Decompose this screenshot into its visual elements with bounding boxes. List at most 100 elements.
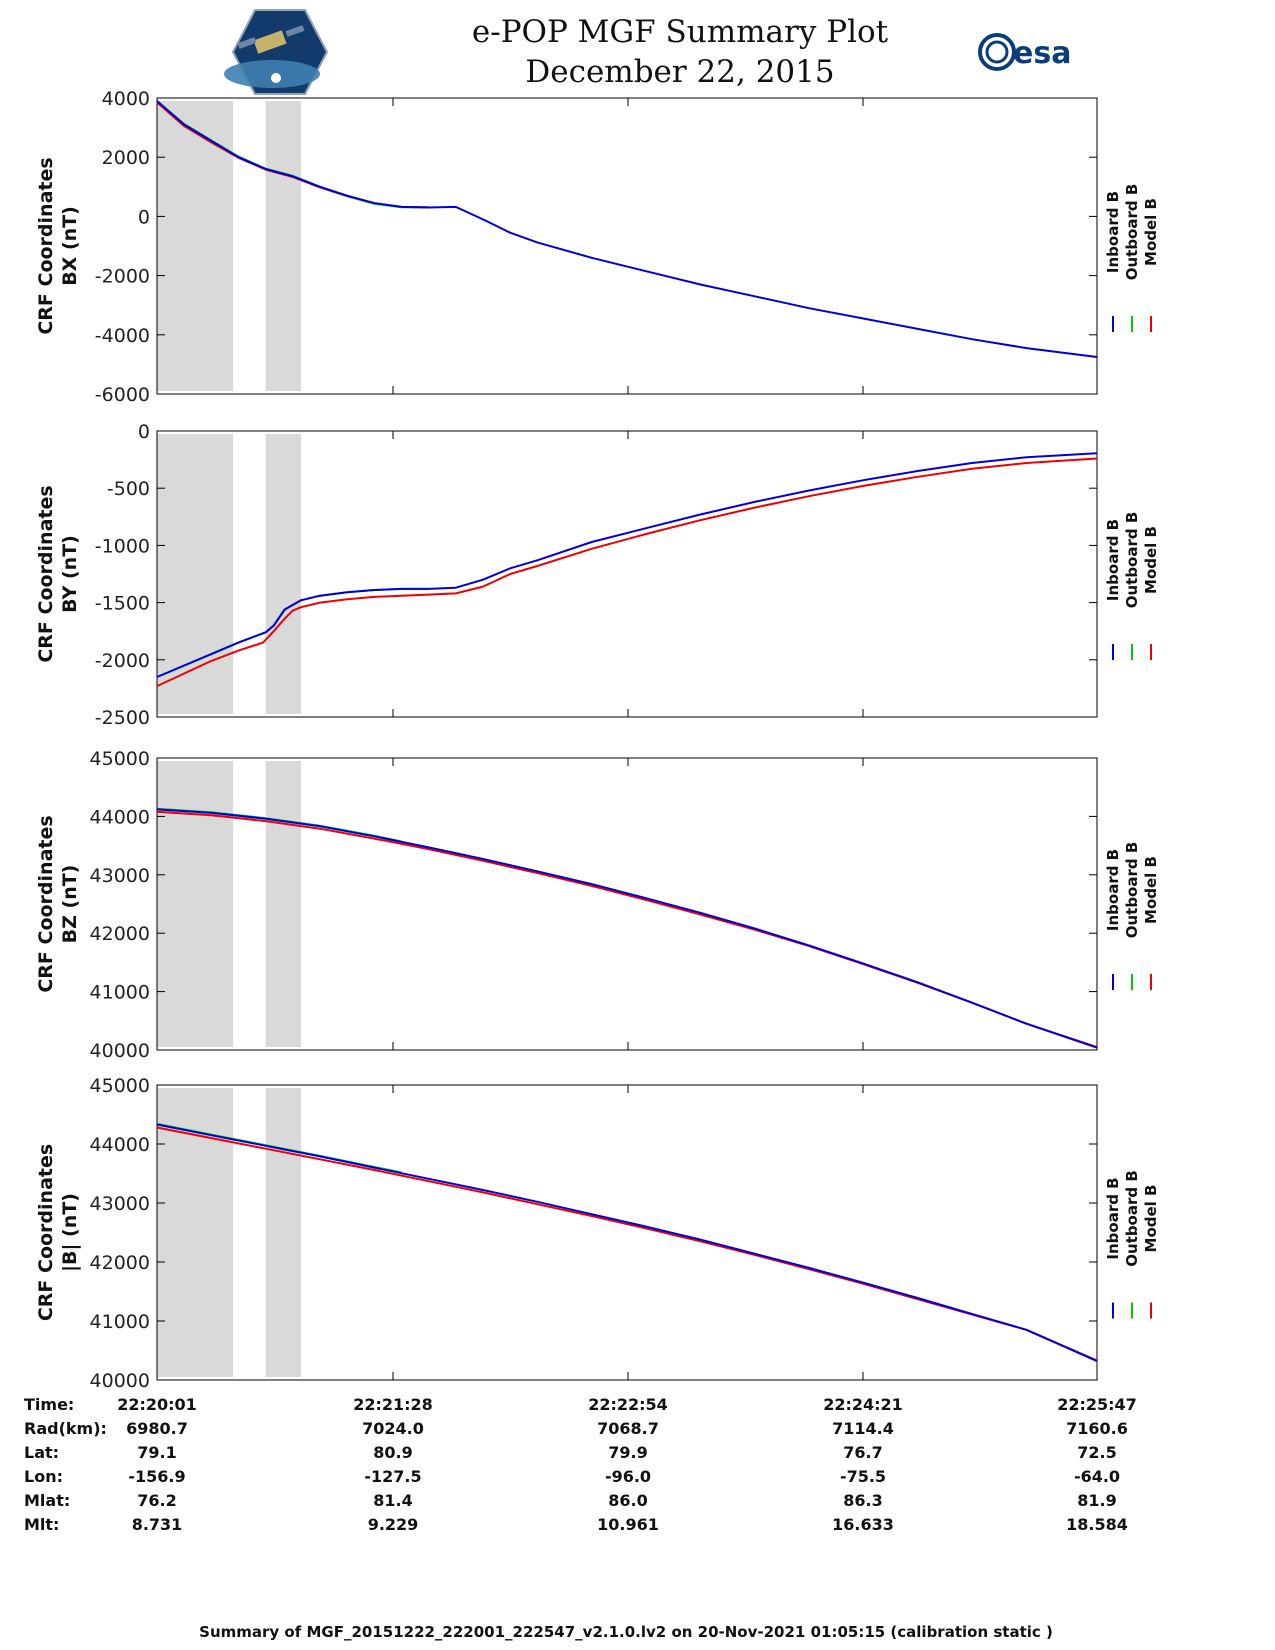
y-tick-label: 0 (138, 421, 150, 443)
info-row-label: Mlt: (24, 1515, 59, 1534)
y-tick-label: 2000 (102, 147, 150, 169)
series-inboard-b (156, 808, 1098, 1049)
info-cell: 18.584 (1066, 1515, 1128, 1534)
y-axis-label-line: BZ (nT) (59, 865, 81, 944)
info-cell: 86.0 (608, 1491, 647, 1510)
info-row-label: Time: (24, 1395, 74, 1414)
series-model-b (156, 1126, 1098, 1362)
y-axis-label-line: CRF Coordinates (35, 1144, 57, 1321)
info-cell: 7068.7 (597, 1419, 659, 1438)
info-cell: 6980.7 (126, 1419, 188, 1438)
legend-label: Inboard B (1104, 849, 1122, 931)
info-cell: 16.633 (832, 1515, 894, 1534)
y-tick-label: -2000 (95, 650, 150, 672)
y-tick-label: 45000 (90, 1075, 150, 1097)
legend: Inboard B Outboard B Model B (1104, 842, 1160, 990)
y-tick-label: -1000 (95, 535, 150, 557)
info-row-label: Lon: (24, 1467, 63, 1486)
plot-frame (156, 1084, 1098, 1381)
data-gap-shade (265, 434, 301, 714)
plot-date: December 22, 2015 (525, 54, 835, 90)
y-axis-label: CRF Coordinates BY (nT) (35, 485, 81, 662)
y-axis-label-line: |B| (nT) (59, 1193, 81, 1272)
info-cell: 86.3 (843, 1491, 882, 1510)
info-cell: 76.2 (137, 1491, 176, 1510)
y-axis-label-line: CRF Coordinates (35, 157, 57, 334)
y-tick-label: -2000 (95, 266, 150, 288)
y-tick-label: -4000 (95, 325, 150, 347)
y-tick-label: 40000 (90, 1370, 150, 1392)
info-cell: 22:25:47 (1057, 1395, 1137, 1414)
panel-1: 4000 2000 0 -2000 -4000 -6000 CRF Coordinates B… (35, 88, 1160, 406)
info-cell: -156.9 (128, 1467, 185, 1486)
info-cell: 22:22:54 (588, 1395, 668, 1414)
y-tick-label: 44000 (90, 1134, 150, 1156)
info-cell: 8.731 (132, 1515, 183, 1534)
data-gap-shade (157, 434, 234, 714)
y-tick-label: 45000 (90, 748, 150, 770)
legend: Inboard B Outboard B Model B (1104, 512, 1160, 660)
info-cell: 81.4 (373, 1491, 412, 1510)
legend-label: Model B (1142, 1185, 1160, 1253)
y-tick-label: 4000 (102, 88, 150, 110)
info-cell: 22:21:28 (353, 1395, 433, 1414)
legend-label: Inboard B (1104, 191, 1122, 273)
info-cell: 72.5 (1077, 1443, 1116, 1462)
legend-label: Model B (1142, 198, 1160, 266)
y-tick-label: 41000 (90, 1311, 150, 1333)
plot-frame (156, 757, 1098, 1051)
info-cell: 9.229 (368, 1515, 419, 1534)
legend-label: Model B (1142, 856, 1160, 924)
data-gap-shade (157, 761, 234, 1047)
series-model-b (156, 457, 1098, 688)
legend: Inboard B Outboard B Model B (1104, 1170, 1160, 1319)
y-tick-label: 43000 (90, 1193, 150, 1215)
y-tick-label: 43000 (90, 865, 150, 887)
esa-logo: esa (978, 33, 1071, 71)
info-cell: 7114.4 (832, 1419, 894, 1438)
data-gap-shade (265, 101, 301, 391)
info-cell: 7160.6 (1066, 1419, 1128, 1438)
data-gap-shade (265, 761, 301, 1047)
y-axis-label: CRF Coordinates BZ (nT) (35, 815, 81, 992)
info-cell: -96.0 (605, 1467, 651, 1486)
legend-label: Outboard B (1123, 1170, 1141, 1267)
series-inboard-b (156, 1123, 1098, 1363)
info-row-label: Rad(km): (24, 1419, 107, 1438)
legend-label: Outboard B (1123, 512, 1141, 609)
panel-2: 0 -500 -1000 -1500 -2000 -2500 CRF Coordinates… (35, 421, 1160, 729)
legend-label: Model B (1142, 526, 1160, 594)
y-tick-label: 41000 (90, 982, 150, 1004)
info-cell: 79.1 (137, 1443, 176, 1462)
info-cell: -64.0 (1074, 1467, 1120, 1486)
info-cell: 80.9 (373, 1443, 412, 1462)
y-axis-label-line: CRF Coordinates (35, 485, 57, 662)
info-cell: -75.5 (840, 1467, 886, 1486)
legend-label: Inboard B (1104, 1177, 1122, 1259)
legend: Inboard B Outboard B Model B (1104, 184, 1160, 332)
info-row-label: Mlat: (24, 1491, 70, 1510)
y-tick-label: 44000 (90, 806, 150, 828)
info-cell: 81.9 (1077, 1491, 1116, 1510)
info-cell: -127.5 (364, 1467, 421, 1486)
legend-label: Inboard B (1104, 519, 1122, 601)
panel-3: 45000 44000 43000 42000 41000 40000 CRF Coordi… (35, 748, 1160, 1062)
y-tick-label: 40000 (90, 1040, 150, 1062)
plot-frame (156, 97, 1098, 395)
y-tick-label: 42000 (90, 1252, 150, 1274)
info-cell: 10.961 (597, 1515, 659, 1534)
info-cell: 22:20:01 (117, 1395, 197, 1414)
series-inboard-b (156, 100, 1098, 358)
y-axis-label: CRF Coordinates |B| (nT) (35, 1144, 81, 1321)
info-cell: 7024.0 (362, 1419, 424, 1438)
y-tick-label: -1500 (95, 593, 150, 615)
data-gap-shade (265, 1088, 301, 1377)
esa-logo-text: esa (1013, 36, 1071, 71)
cassiope-logo (224, 9, 329, 95)
footer-caption: Summary of MGF_20151222_222001_222547_v2… (199, 1623, 1053, 1641)
y-tick-label: 0 (138, 206, 150, 228)
y-tick-label: 42000 (90, 923, 150, 945)
info-cell: 79.9 (608, 1443, 647, 1462)
y-tick-label: -2500 (95, 707, 150, 729)
